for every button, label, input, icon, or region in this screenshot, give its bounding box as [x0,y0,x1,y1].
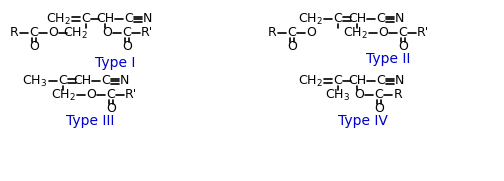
Text: N: N [119,75,129,87]
Text: CH: CH [348,12,366,26]
Text: R: R [268,26,276,39]
Text: CH$_2$: CH$_2$ [297,73,323,89]
Text: R: R [10,26,18,39]
Text: CH$_2$: CH$_2$ [297,11,323,27]
Text: O: O [122,41,132,54]
Text: C: C [82,12,90,26]
Text: N: N [142,12,152,26]
Text: CH$_2$: CH$_2$ [45,11,71,27]
Text: Type III: Type III [66,114,114,128]
Text: R': R' [417,26,429,39]
Text: CH: CH [96,12,114,26]
Text: C: C [58,75,68,87]
Text: R': R' [141,26,153,39]
Text: O: O [306,26,316,39]
Text: C: C [334,75,342,87]
Text: O: O [86,89,96,102]
Text: O: O [106,102,116,115]
Text: O: O [102,26,112,39]
Text: Type IV: Type IV [338,114,388,128]
Text: R: R [394,89,402,102]
Text: C: C [376,12,386,26]
Text: O: O [287,41,297,54]
Text: C: C [102,75,110,87]
Text: CH: CH [348,75,366,87]
Text: CH: CH [73,75,91,87]
Text: C: C [107,89,115,102]
Text: C: C [374,89,384,102]
Text: C: C [30,26,38,39]
Text: CH$_2$: CH$_2$ [343,26,367,41]
Text: C: C [122,26,132,39]
Text: O: O [374,102,384,115]
Text: C: C [124,12,134,26]
Text: C: C [288,26,296,39]
Text: N: N [394,75,404,87]
Text: Type I: Type I [95,56,135,70]
Text: O: O [48,26,58,39]
Text: C: C [399,26,407,39]
Text: C: C [376,75,386,87]
Text: CH$_2$: CH$_2$ [50,87,76,103]
Text: CH$_3$: CH$_3$ [23,73,47,89]
Text: R': R' [125,89,137,102]
Text: C: C [334,12,342,26]
Text: O: O [29,41,39,54]
Text: Type II: Type II [366,52,410,66]
Text: N: N [394,12,404,26]
Text: CH$_3$: CH$_3$ [326,87,351,103]
Text: O: O [354,89,364,102]
Text: O: O [398,41,408,54]
Text: O: O [378,26,388,39]
Text: CH$_2$: CH$_2$ [62,26,87,41]
